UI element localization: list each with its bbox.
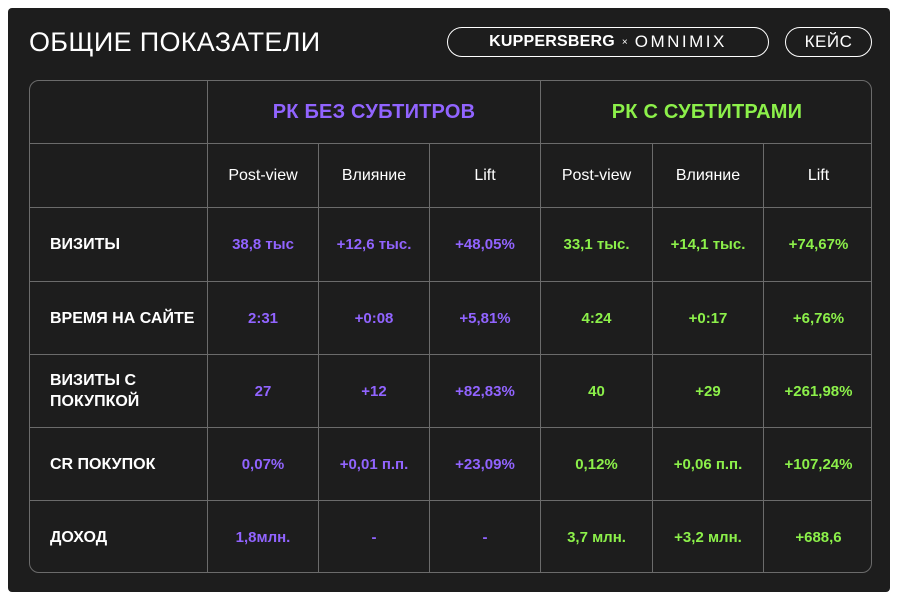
- subheader-cell: Lift: [430, 144, 541, 208]
- table-cell: -: [319, 501, 430, 572]
- table-cell: +107,24%: [764, 428, 871, 501]
- table-cell: 33,1 тыс.: [541, 208, 653, 282]
- table-cell: 2:31: [208, 282, 319, 355]
- subheader-corner-cell: [30, 144, 208, 208]
- table-cell: 3,7 млн.: [541, 501, 653, 572]
- group-header-without-subtitles: РК БЕЗ СУБТИТРОВ: [208, 81, 541, 144]
- row-label-cr-purchases: CR ПОКУПОК: [30, 428, 208, 501]
- table-cell: 1,8млн.: [208, 501, 319, 572]
- brand-logo-pill: KUPPERSBERG × OMNIMIX: [447, 27, 769, 57]
- table-cell: +261,98%: [764, 355, 871, 428]
- corner-cell: [30, 81, 208, 144]
- group-header-with-subtitles: РК С СУБТИТРАМИ: [541, 81, 871, 144]
- table-cell: +82,83%: [430, 355, 541, 428]
- table-cell: 27: [208, 355, 319, 428]
- case-badge: КЕЙС: [785, 27, 872, 57]
- table-cell: +0,01 п.п.: [319, 428, 430, 501]
- table-cell: +14,1 тыс.: [653, 208, 764, 282]
- subheader-cell: Post-view: [208, 144, 319, 208]
- table-cell: +74,67%: [764, 208, 871, 282]
- table-cell: +5,81%: [430, 282, 541, 355]
- table-cell: +29: [653, 355, 764, 428]
- row-label-visits-with-purchase: ВИЗИТЫ С ПОКУПКОЙ: [30, 355, 208, 428]
- slide: ОБЩИЕ ПОКАЗАТЕЛИ KUPPERSBERG × OMNIMIX К…: [8, 8, 890, 592]
- row-label-time-on-site: ВРЕМЯ НА САЙТЕ: [30, 282, 208, 355]
- table-cell: +23,09%: [430, 428, 541, 501]
- row-label-revenue: ДОХОД: [30, 501, 208, 572]
- metrics-table: РК БЕЗ СУБТИТРОВ РК С СУБТИТРАМИ Post-vi…: [29, 80, 872, 573]
- table-cell: -: [430, 501, 541, 572]
- table-cell: +688,6: [795, 529, 842, 546]
- table-cell: +0,06 п.п.: [653, 428, 764, 501]
- table-cell: +0:17: [653, 282, 764, 355]
- table-cell: 0,12%: [541, 428, 653, 501]
- table-cell: 0,07%: [208, 428, 319, 501]
- row-label-visits: ВИЗИТЫ: [30, 208, 208, 282]
- subheader-cell: Влияние: [653, 144, 764, 208]
- brand-separator: ×: [621, 36, 628, 48]
- table-cell: +12: [319, 355, 430, 428]
- table-cell: 38,8 тыс: [208, 208, 319, 282]
- subheader-cell: Post-view: [541, 144, 653, 208]
- brand-secondary: OMNIMIX: [634, 32, 727, 51]
- table-cell: +0:08: [319, 282, 430, 355]
- table-cell: +6,76%: [764, 282, 871, 355]
- page-title: ОБЩИЕ ПОКАЗАТЕЛИ: [29, 27, 321, 57]
- table-cell: +12,6 тыс.: [319, 208, 430, 282]
- table-cell: +3,2 млн.: [653, 501, 764, 572]
- brand-primary: KUPPERSBERG: [489, 33, 615, 50]
- table-cell: 4:24: [541, 282, 653, 355]
- subheader-cell: Lift: [764, 144, 871, 208]
- table-cell: +48,05%: [430, 208, 541, 282]
- subheader-cell: Влияние: [319, 144, 430, 208]
- table-cell: 40: [541, 355, 653, 428]
